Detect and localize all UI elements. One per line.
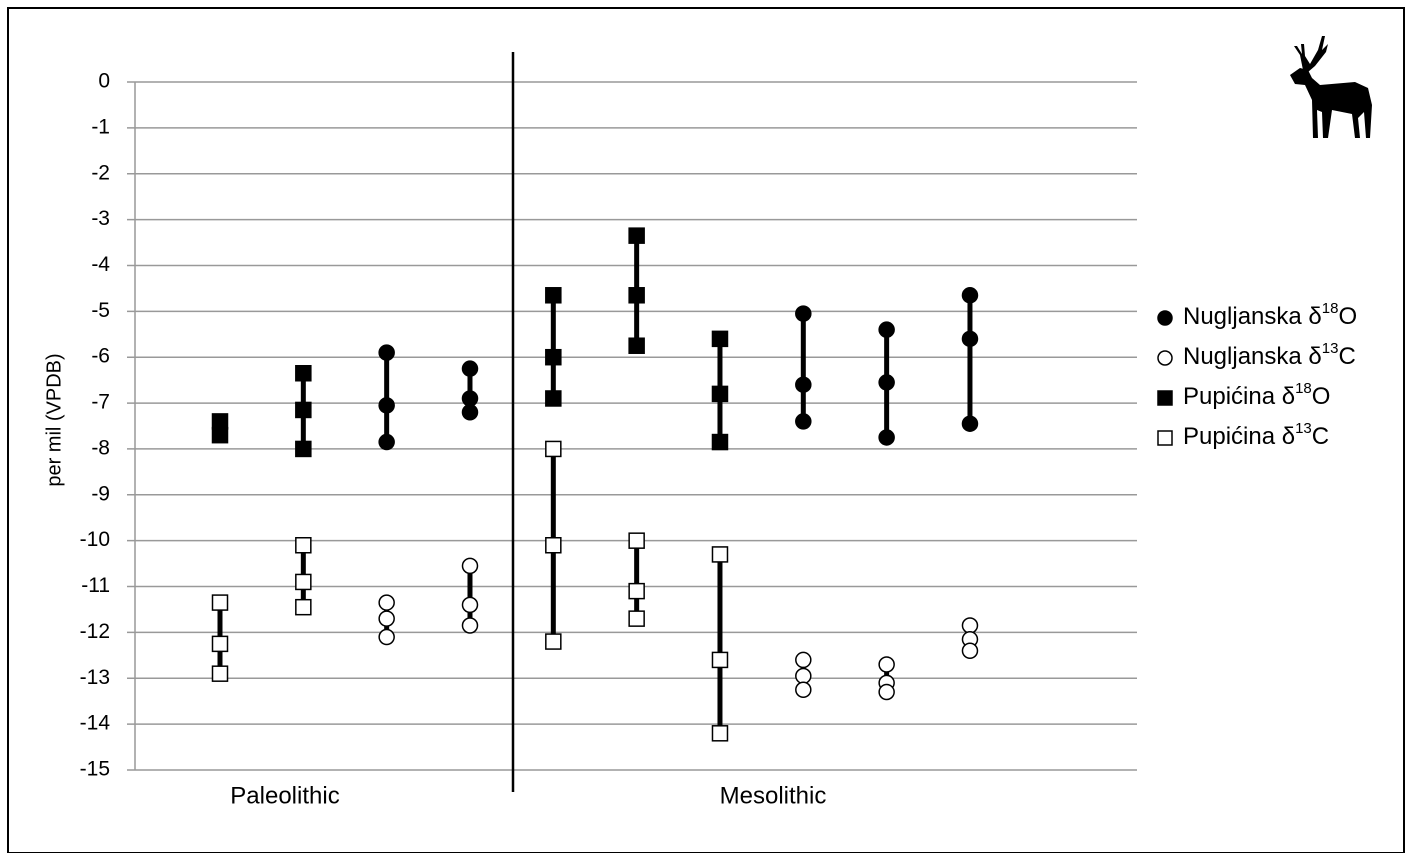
point [961,330,979,348]
legend-label: Pupićina δ18O [1183,380,1330,410]
point [711,546,729,563]
point [211,594,229,611]
point [711,651,729,669]
point [295,440,312,458]
point [628,532,645,549]
point [295,401,312,419]
y-tick-label: -12 [80,620,110,643]
y-tick-label: -7 [91,391,110,414]
point [378,344,395,361]
point [878,683,895,701]
point [878,374,895,391]
point [628,227,645,244]
point [878,656,895,673]
point [961,617,979,634]
y-tick-label: -2 [91,161,110,184]
point [961,415,979,432]
point [878,429,895,446]
point [461,617,479,634]
point [545,287,562,304]
legend-marker [1157,350,1173,366]
point [545,537,562,554]
point [545,633,562,650]
y-tick-label: -8 [91,436,110,459]
point [461,596,479,614]
y-tick-label: -9 [91,482,110,505]
point [211,665,229,682]
point [211,413,229,430]
point [461,403,479,421]
point [211,635,229,653]
point [711,385,729,403]
point [378,610,395,627]
point [545,440,562,458]
point [628,337,645,354]
point [545,390,562,407]
point [795,305,812,322]
point [295,365,312,382]
point [378,397,395,414]
point [711,433,729,451]
point [211,426,229,444]
y-axis-title: per mil (VPDB) [43,353,65,486]
point [711,725,729,742]
point [878,321,895,338]
y-tick-label: -11 [81,574,110,597]
y-tick-label: -6 [91,345,110,368]
point [295,537,312,554]
y-tick-label: -13 [80,666,110,689]
point [795,413,812,430]
point [461,360,479,377]
y-tick-label: -10 [80,528,110,551]
point [628,610,645,627]
y-tick-label: -4 [91,253,110,276]
y-tick-label: -14 [80,712,111,735]
point [961,287,979,304]
x-group-label: Mesolithic [720,782,827,809]
point [961,642,979,659]
legend-marker [1157,430,1173,446]
y-tick-label: 0 [98,70,110,93]
point [295,573,312,591]
x-group-label: Paleolithic [230,782,339,809]
point [461,390,479,407]
point [711,330,729,348]
y-tick-label: -5 [91,299,110,322]
legend-marker [1157,390,1173,406]
deer-icon [1290,36,1372,138]
point [795,376,812,393]
point [295,598,312,616]
point [378,594,395,611]
legend-marker [1157,310,1173,326]
point [378,628,395,646]
legend-label: Nugljanska δ18O [1183,300,1357,330]
point [545,348,562,366]
point [628,582,645,600]
y-tick-label: -3 [91,207,110,230]
point [795,651,812,669]
point [378,433,395,451]
point [628,287,645,304]
legend-label: Nugljanska δ13C [1183,340,1356,370]
point [795,681,812,698]
point [795,667,812,685]
point [461,557,479,575]
y-tick-label: -1 [91,115,110,138]
legend-label: Pupićina δ13C [1183,420,1329,450]
y-tick-label: -15 [80,758,110,781]
